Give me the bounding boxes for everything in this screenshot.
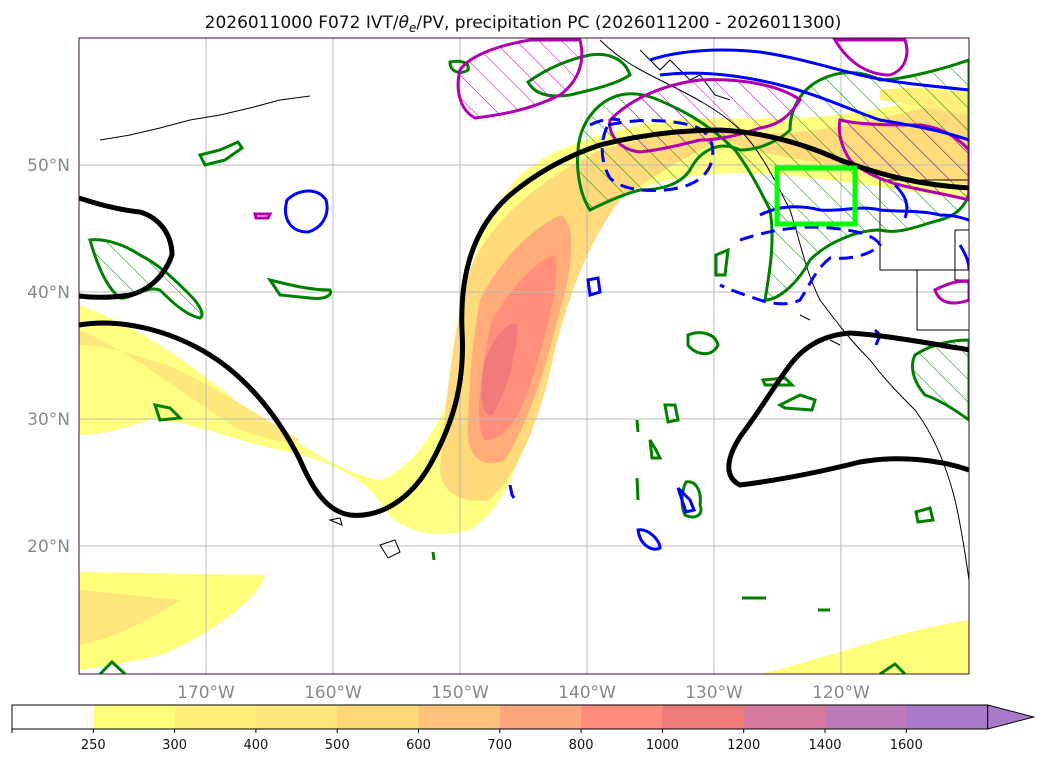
colorbar-segment (93, 705, 176, 729)
theta-e-contours (284, 48, 969, 551)
colorbar-segment (337, 705, 419, 729)
colorbar-segment (499, 705, 582, 729)
lon-tick-label: 150°W (431, 683, 489, 703)
colorbar-extend-arrow (987, 704, 1036, 730)
ivt-contour-east (726, 330, 969, 488)
lon-tick-label: 140°W (558, 683, 616, 703)
ivt-contour-main (79, 127, 969, 518)
colorbar-tick-label: 250 (81, 738, 106, 753)
ivt-band-southeast (760, 620, 969, 674)
colorbar-segment (906, 705, 989, 729)
lat-tick-label: 30°N (27, 410, 70, 430)
colorbar-tick-label: 300 (162, 738, 187, 753)
colorbar-segment (662, 705, 745, 729)
lon-tick-label: 160°W (304, 683, 362, 703)
lat-tick-label: 50°N (27, 156, 70, 176)
map-area (79, 38, 969, 674)
colorbar-segment (255, 705, 338, 729)
ivt-contour-west (79, 195, 175, 300)
colorbar-tick-label: 1400 (808, 738, 841, 753)
lat-tick-label: 40°N (27, 283, 70, 303)
highlight-box (774, 165, 858, 227)
theta-e-dashed-2 (719, 225, 882, 306)
lon-tick-label: 170°W (177, 683, 235, 703)
theta-e-dashed-1 (600, 119, 715, 192)
lon-tick-label: 120°W (812, 683, 870, 703)
ivt-band-300 (79, 330, 300, 442)
map-title: 2026011000 F072 IVT/θe/PV, precipitation… (205, 13, 842, 35)
colorbar-tick-label: 500 (325, 738, 350, 753)
lat-tick-label: 20°N (27, 537, 70, 557)
lon-ticks: 170°W 160°W 150°W 140°W 130°W 120°W (177, 683, 870, 703)
map-frame (78, 37, 970, 675)
colorbar: 250 300 400 500 600 700 800 1000 1200 1400 1600 (11, 704, 1036, 753)
theta-e-north (649, 48, 969, 92)
colorbar-segment (174, 705, 257, 729)
ivt-band-1000 (481, 324, 518, 416)
pv-region-north (456, 38, 584, 120)
colorbar-tick-label: 1600 (890, 738, 923, 753)
lat-ticks: 50°N 40°N 30°N 20°N (27, 156, 70, 557)
colorbar-tick-label: 1000 (646, 738, 679, 753)
colorbar-segment (12, 705, 94, 729)
colorbar-segment (825, 705, 907, 729)
colorbar-tick-label: 600 (406, 738, 431, 753)
colorbar-segment (418, 705, 501, 729)
colorbar-tick-label: 400 (243, 738, 268, 753)
lon-tick-label: 130°W (685, 683, 743, 703)
colorbar-tick-label: 800 (569, 738, 594, 753)
colorbar-segment (743, 705, 826, 729)
colorbar-tick-label: 1200 (727, 738, 760, 753)
ivt-band-south-inner (79, 590, 180, 645)
colorbar-segment (581, 705, 663, 729)
colorbar-tick-label: 700 (487, 738, 512, 753)
ivt-contours (79, 127, 969, 518)
